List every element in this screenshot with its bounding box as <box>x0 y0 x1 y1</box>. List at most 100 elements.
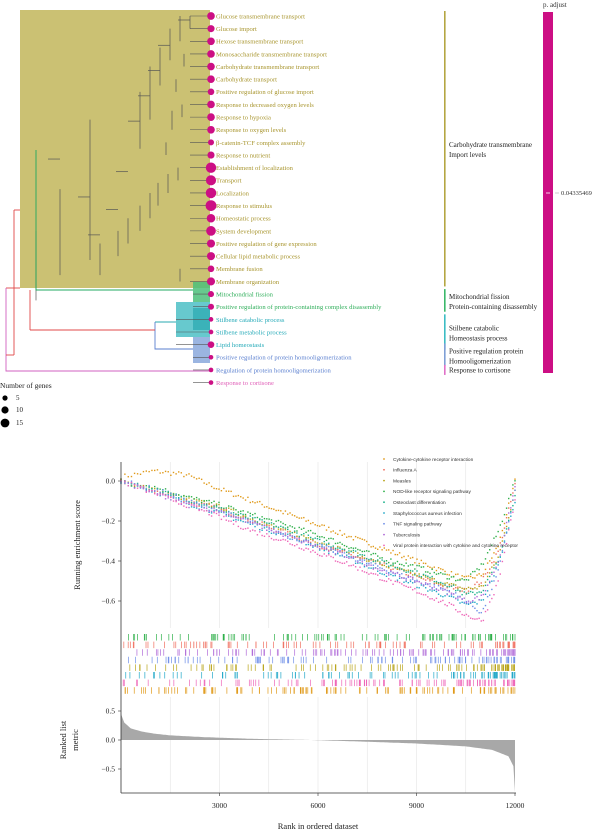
es-point <box>392 574 394 577</box>
es-point <box>230 515 232 518</box>
es-point <box>489 580 491 583</box>
es-point <box>130 483 133 485</box>
es-point <box>370 559 372 561</box>
es-point <box>497 560 499 563</box>
es-point <box>348 553 350 555</box>
es-point <box>263 522 266 524</box>
term-dot <box>208 380 214 385</box>
es-point <box>444 588 446 591</box>
es-point <box>448 591 451 593</box>
es-point <box>480 582 482 584</box>
es-point <box>235 513 237 516</box>
es-point <box>403 570 405 572</box>
es-point <box>341 543 343 545</box>
es-point <box>159 494 161 496</box>
es-point <box>348 565 350 567</box>
es-point <box>282 522 284 525</box>
es-point <box>372 564 375 566</box>
es-point <box>242 510 244 512</box>
es-point <box>341 551 343 554</box>
es-point <box>478 568 480 571</box>
es-point <box>374 567 377 569</box>
es-point <box>247 520 249 522</box>
es-point <box>309 551 312 553</box>
es-point <box>263 527 266 529</box>
es-point <box>261 534 263 537</box>
es-point <box>427 571 429 573</box>
es-point <box>183 475 185 478</box>
es-point <box>339 561 341 564</box>
term-label: β-catenin-TCF complex assembly <box>216 140 306 147</box>
es-point <box>467 586 470 589</box>
es-point <box>424 583 427 585</box>
es-point <box>405 573 407 576</box>
es-point <box>175 497 177 499</box>
es-point <box>354 560 357 562</box>
es-point <box>305 547 307 550</box>
es-point <box>424 579 427 581</box>
es-point <box>263 535 266 537</box>
es-point <box>259 528 261 531</box>
es-point <box>424 576 427 578</box>
es-point <box>298 536 300 539</box>
es-point <box>420 577 423 579</box>
es-point <box>474 601 476 604</box>
es-point <box>185 495 188 498</box>
es-point <box>275 538 277 541</box>
es-point <box>242 528 244 530</box>
es-point <box>357 536 359 539</box>
es-point <box>312 522 314 524</box>
es-point <box>442 573 444 575</box>
es-point <box>429 583 431 585</box>
es-point <box>501 551 504 553</box>
es-point <box>178 497 180 500</box>
es-point <box>198 503 200 505</box>
es-point <box>352 564 355 566</box>
es-point <box>208 503 210 506</box>
es-point <box>268 535 270 538</box>
es-ytick-label: −0.2 <box>101 517 115 526</box>
es-point <box>307 530 310 532</box>
es-point <box>499 549 501 551</box>
es-point <box>478 585 480 588</box>
es-point <box>334 553 337 555</box>
es-point <box>273 539 275 541</box>
es-point <box>383 569 386 571</box>
es-point <box>323 546 325 548</box>
es-point <box>215 509 218 511</box>
es-point <box>350 554 352 556</box>
es-point <box>314 544 316 547</box>
es-point <box>407 582 410 584</box>
es-point <box>156 469 159 471</box>
term-dot <box>207 75 215 84</box>
es-point <box>396 579 399 581</box>
es-point <box>435 590 438 593</box>
es-point <box>193 502 195 505</box>
es-point <box>139 485 142 488</box>
es-point <box>505 528 508 530</box>
es-point <box>303 541 305 543</box>
es-point <box>136 487 139 489</box>
es-point <box>339 547 341 550</box>
es-point <box>388 572 390 574</box>
es-point <box>247 496 249 499</box>
es-point <box>499 573 501 575</box>
es-point <box>357 561 359 564</box>
es-point <box>205 499 208 502</box>
es-point <box>503 522 506 525</box>
es-point <box>501 536 504 539</box>
es-point <box>392 562 394 564</box>
xtick-label: 12000 <box>506 801 525 810</box>
es-point <box>145 491 148 493</box>
es-point <box>341 554 343 556</box>
es-point <box>448 578 451 580</box>
es-point <box>435 582 438 585</box>
es-point <box>195 503 198 505</box>
es-point <box>452 593 455 595</box>
es-point <box>332 546 334 549</box>
es-point <box>232 514 235 516</box>
es-point <box>429 566 431 569</box>
xtick-label: 3000 <box>212 801 227 810</box>
es-point <box>220 511 223 513</box>
es-point <box>323 548 325 551</box>
